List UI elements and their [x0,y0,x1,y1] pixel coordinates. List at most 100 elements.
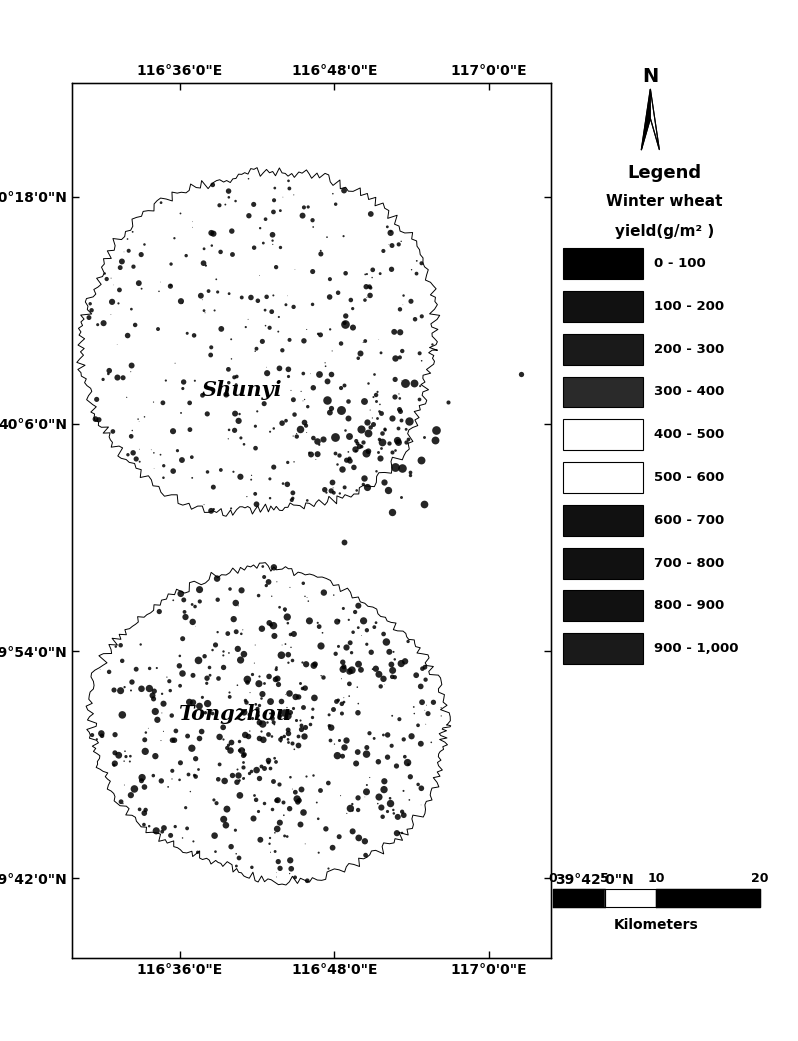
Point [167,463,180,480]
Point [314,243,327,259]
Point [388,350,401,366]
Point [414,678,427,694]
Point [242,311,255,328]
Point [365,420,377,436]
Point [228,422,241,438]
Point [281,829,294,845]
Point [258,760,271,777]
Point [222,361,235,378]
Point [118,753,131,769]
Point [420,696,433,713]
Point [152,321,164,337]
Text: 20: 20 [751,872,768,885]
Point [333,612,346,629]
Point [358,833,371,849]
Point [262,752,275,768]
Point [174,205,187,222]
Point [403,466,416,483]
Point [163,672,176,689]
Point [292,689,305,706]
Point [231,598,244,614]
Point [108,757,120,773]
Point [213,756,226,772]
Point [301,492,314,509]
Point [238,704,251,720]
Point [124,363,137,380]
Point [278,728,290,744]
Point [316,625,329,641]
Point [378,677,391,693]
Point [135,772,148,789]
Point [397,287,410,304]
Point [187,833,200,849]
Point [275,729,287,745]
Text: N: N [642,68,658,86]
Point [258,794,271,811]
Point [267,617,280,634]
Point [372,754,385,770]
Point [386,504,399,520]
Point [407,375,420,391]
Point [425,734,437,751]
Point [144,660,156,677]
Point [374,678,387,694]
Point [264,693,277,710]
Point [201,406,214,423]
Point [361,265,373,282]
Point [226,766,239,783]
Point [222,737,235,754]
Point [359,846,372,863]
Point [327,484,340,501]
Point [351,679,364,695]
Point [373,431,385,448]
Point [412,777,425,793]
Point [226,246,239,262]
Point [210,271,223,287]
Point [357,334,369,351]
Point [329,445,342,461]
Point [185,740,198,757]
Point [281,609,294,626]
Point [410,253,423,270]
Point [397,297,409,313]
Text: 900 - 1,000: 900 - 1,000 [654,642,738,655]
Point [109,727,121,743]
Point [107,277,120,294]
Point [377,781,390,797]
Point [215,321,227,337]
Point [338,658,350,675]
Bar [563,462,643,493]
Point [352,789,365,806]
Point [360,278,373,295]
Point [373,396,386,412]
Point [415,255,428,272]
Point [155,195,168,211]
Point [282,173,295,189]
Point [256,716,269,733]
Point [224,734,237,751]
Point [222,183,235,200]
Point [89,411,102,428]
Point [243,684,256,701]
Point [338,182,350,199]
Point [211,570,223,587]
Point [322,707,335,723]
Point [292,728,305,744]
Point [271,676,284,692]
Point [296,654,309,670]
Point [402,756,415,772]
Point [236,621,249,638]
Point [200,257,212,274]
Point [121,447,134,463]
Point [393,711,405,728]
Point [253,770,266,787]
Point [384,225,397,242]
Point [353,437,365,454]
Point [207,501,220,517]
Point [312,326,325,342]
Point [290,790,303,807]
Point [400,421,413,437]
Point [392,420,405,436]
Point [310,451,322,467]
Point [346,320,359,336]
